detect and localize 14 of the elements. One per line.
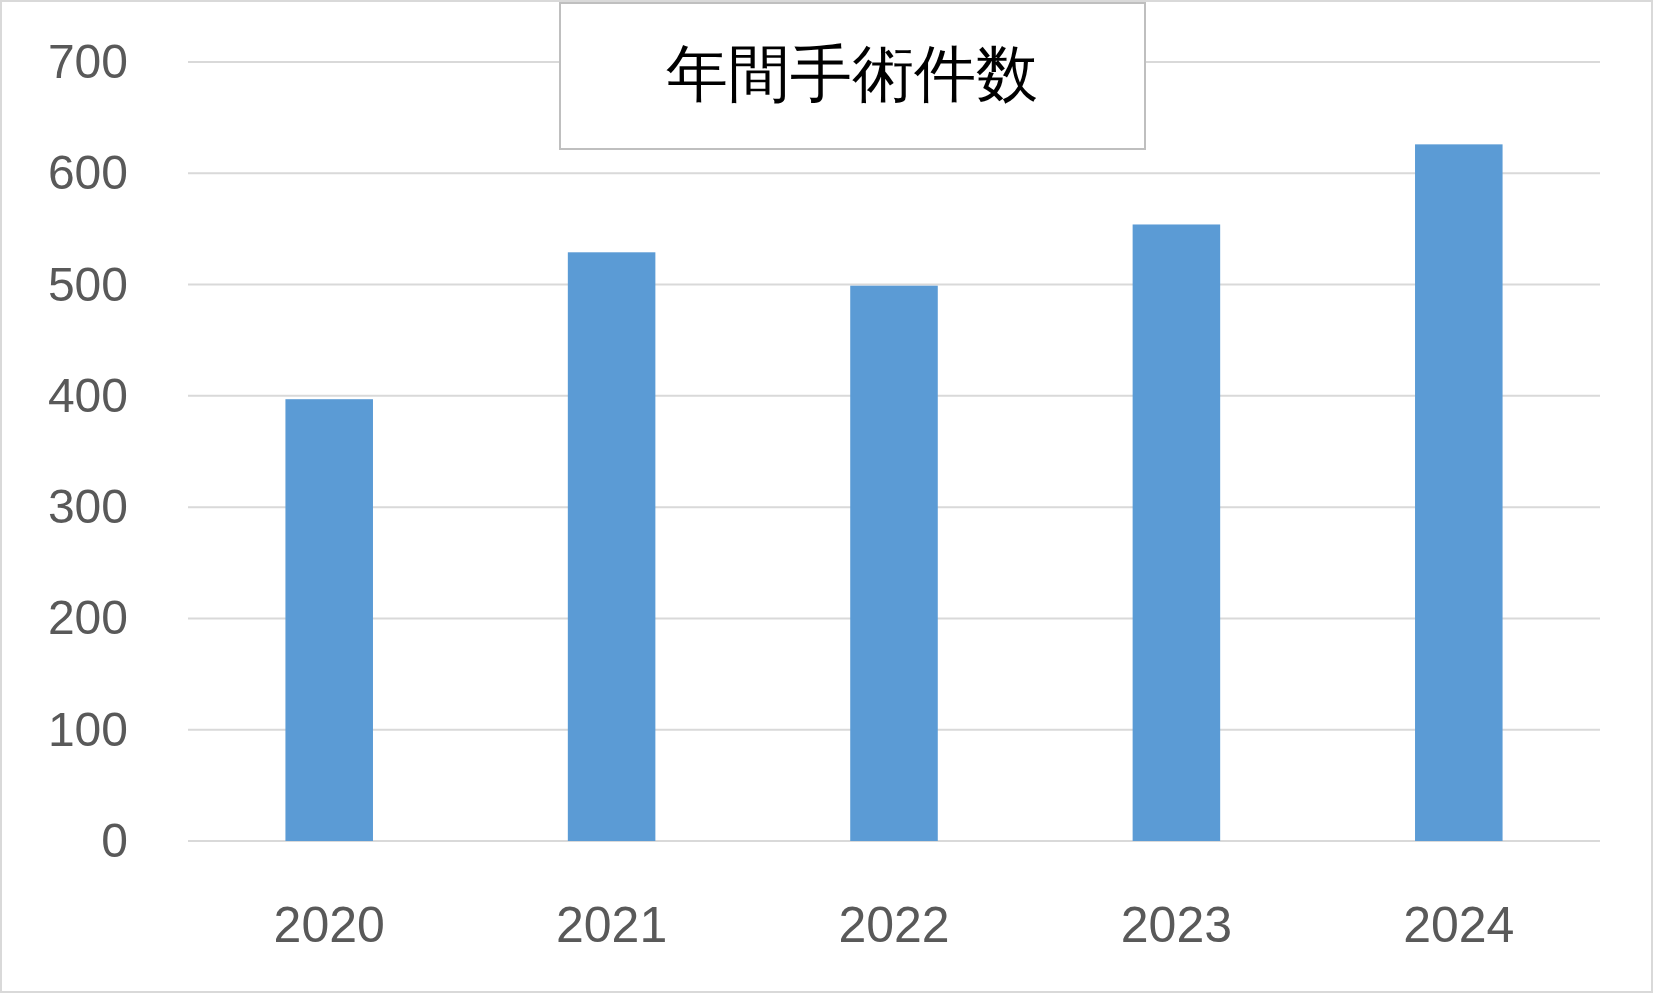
- y-tick-label: 0: [101, 814, 128, 867]
- x-tick-label: 2024: [1403, 897, 1515, 953]
- x-tick-label: 2020: [273, 897, 385, 953]
- x-tick-label: 2023: [1120, 897, 1233, 953]
- y-tick-label: 500: [47, 257, 128, 311]
- y-tick-label: 200: [47, 591, 128, 645]
- chart-title: 年間手術件数: [666, 39, 1038, 108]
- x-tick-label: 2022: [838, 897, 950, 953]
- y-tick-label: 100: [47, 702, 128, 756]
- y-tick-label: 300: [47, 480, 128, 534]
- y-tick-label: 600: [47, 146, 128, 200]
- x-tick-label: 2021: [555, 897, 668, 953]
- y-tick-label: 400: [47, 368, 128, 422]
- y-tick-label: 700: [47, 35, 128, 88]
